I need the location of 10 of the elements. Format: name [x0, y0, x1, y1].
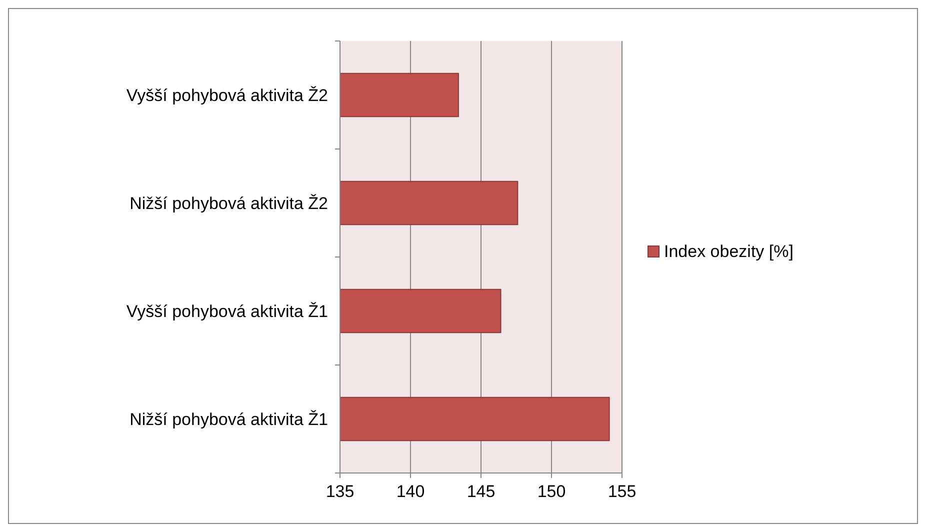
y-tick-label: Nižší pohybová aktivita Ž1 — [130, 410, 328, 429]
x-tick-label: 135 — [326, 482, 354, 501]
x-tick-label: 140 — [396, 482, 425, 501]
y-tick-label: Vyšší pohybová aktivita Ž1 — [126, 302, 328, 321]
y-tick-label: Nižší pohybová aktivita Ž2 — [130, 194, 328, 213]
x-tick-label: 145 — [466, 482, 496, 501]
legend-label: Index obezity [%] — [664, 242, 794, 261]
x-tick-label: 150 — [537, 482, 566, 501]
y-tick-label: Vyšší pohybová aktivita Ž2 — [126, 86, 328, 105]
x-tick-label: 155 — [608, 482, 636, 501]
